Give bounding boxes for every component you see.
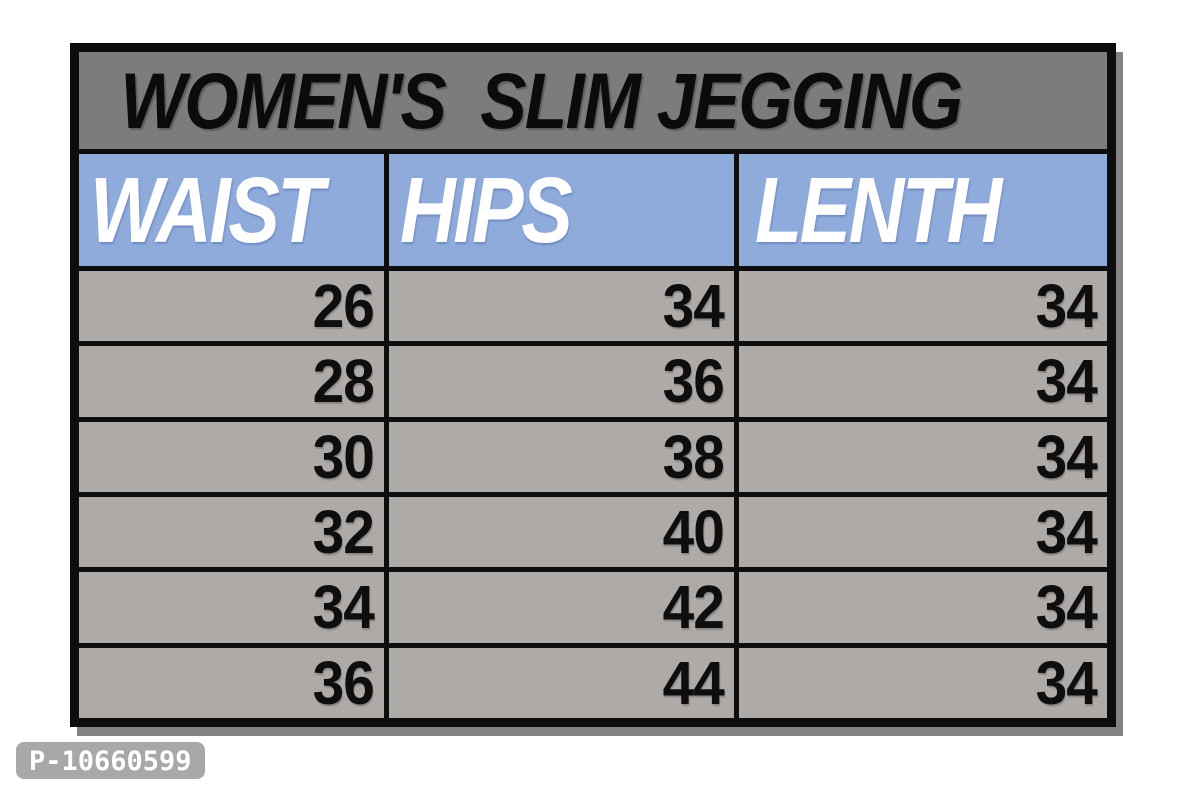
watermark-label: P-10660599 bbox=[29, 746, 192, 777]
watermark-badge: P-10660599 bbox=[16, 742, 205, 779]
column-header-waist-label: WAIST bbox=[90, 157, 324, 262]
cell-value: 32 bbox=[312, 498, 375, 567]
cell-value: 34 bbox=[1035, 272, 1098, 341]
cell-value: 34 bbox=[662, 272, 725, 341]
cell-value: 36 bbox=[662, 347, 725, 416]
cell-value: 34 bbox=[1035, 422, 1098, 491]
table-cell-waist-r4: 32 bbox=[79, 497, 384, 568]
size-chart-table: WOMEN'S SLIM JEGGING WAIST HIPS LENTH 26… bbox=[70, 43, 1116, 727]
cell-value: 34 bbox=[312, 573, 375, 642]
table-cell-hips-r6: 44 bbox=[389, 647, 734, 718]
cell-value: 38 bbox=[662, 422, 725, 491]
cell-value: 42 bbox=[662, 573, 725, 642]
column-header-hips-label: HIPS bbox=[400, 157, 573, 262]
table-cell-hips-r1: 34 bbox=[389, 271, 734, 342]
cell-value: 26 bbox=[312, 272, 375, 341]
table-cell-hips-r2: 36 bbox=[389, 346, 734, 417]
table-cell-lenth-r6: 34 bbox=[739, 647, 1107, 718]
table-cell-hips-r3: 38 bbox=[389, 421, 734, 492]
table-cell-hips-r4: 40 bbox=[389, 497, 734, 568]
cell-value: 34 bbox=[1035, 573, 1098, 642]
cell-value: 40 bbox=[662, 498, 725, 567]
table-cell-lenth-r3: 34 bbox=[739, 421, 1107, 492]
chart-title: WOMEN'S SLIM JEGGING bbox=[120, 55, 963, 145]
cell-value: 28 bbox=[312, 347, 375, 416]
column-header-lenth: LENTH bbox=[739, 154, 1107, 266]
column-header-waist: WAIST bbox=[79, 154, 384, 266]
column-header-lenth-label: LENTH bbox=[755, 157, 1002, 262]
table-cell-lenth-r5: 34 bbox=[739, 572, 1107, 643]
table-cell-hips-r5: 42 bbox=[389, 572, 734, 643]
table-cell-lenth-r2: 34 bbox=[739, 346, 1107, 417]
cell-value: 34 bbox=[1035, 347, 1098, 416]
table-cell-lenth-r1: 34 bbox=[739, 271, 1107, 342]
table-cell-waist-r2: 28 bbox=[79, 346, 384, 417]
table-cell-waist-r5: 34 bbox=[79, 572, 384, 643]
table-cell-waist-r6: 36 bbox=[79, 647, 384, 718]
cell-value: 34 bbox=[1035, 648, 1098, 717]
column-header-hips: HIPS bbox=[389, 154, 734, 266]
cell-value: 30 bbox=[312, 422, 375, 491]
chart-title-bar: WOMEN'S SLIM JEGGING bbox=[79, 52, 1107, 149]
table-cell-waist-r1: 26 bbox=[79, 271, 384, 342]
table-cell-waist-r3: 30 bbox=[79, 421, 384, 492]
cell-value: 44 bbox=[662, 648, 725, 717]
table-cell-lenth-r4: 34 bbox=[739, 497, 1107, 568]
cell-value: 36 bbox=[312, 648, 375, 717]
cell-value: 34 bbox=[1035, 498, 1098, 567]
